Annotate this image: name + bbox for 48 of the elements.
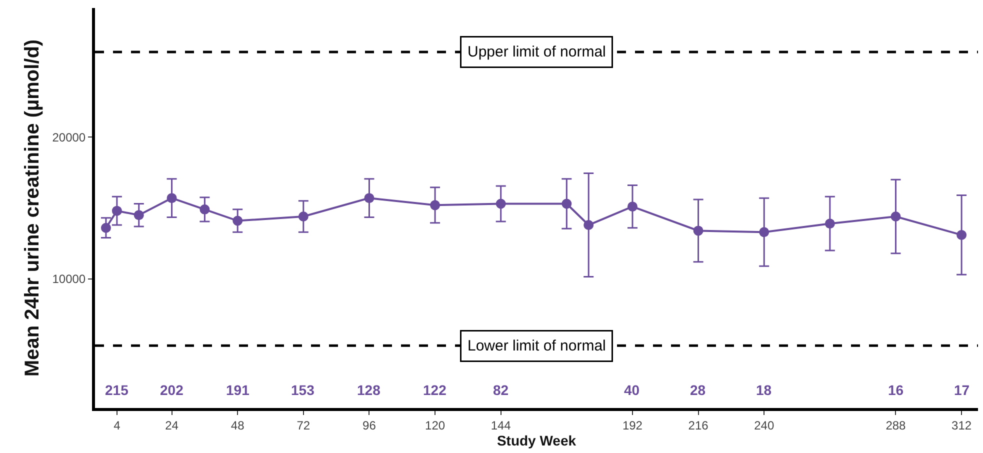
x-tick-label: 72 bbox=[296, 418, 310, 432]
point bbox=[100, 222, 111, 233]
point bbox=[956, 230, 967, 240]
point bbox=[584, 220, 594, 230]
point bbox=[627, 202, 638, 212]
annotation: 202 bbox=[160, 382, 184, 398]
x-tick-label: 240 bbox=[754, 418, 774, 432]
point bbox=[166, 193, 177, 204]
x-axis-title: Study Week bbox=[496, 432, 576, 448]
ref-line-label: Lower limit of normal bbox=[468, 338, 606, 354]
point bbox=[364, 193, 374, 204]
annotation: 16 bbox=[888, 382, 904, 398]
point bbox=[890, 212, 901, 222]
point bbox=[824, 218, 835, 229]
x-tick-label: 96 bbox=[362, 418, 376, 432]
annotation: 82 bbox=[493, 382, 509, 398]
point bbox=[112, 206, 122, 216]
point bbox=[759, 227, 770, 238]
y-axis-title: Mean 24hr urine creatinine (µmol/d) bbox=[22, 39, 44, 377]
annotation: 153 bbox=[291, 382, 315, 398]
x-tick-label: 48 bbox=[230, 418, 245, 432]
point bbox=[496, 198, 506, 209]
x-tick-label: 24 bbox=[165, 418, 179, 432]
annotation: 28 bbox=[690, 382, 706, 398]
point bbox=[200, 204, 210, 214]
annotation: 191 bbox=[226, 382, 250, 398]
annotation: 215 bbox=[105, 382, 129, 398]
x-tick-label: 312 bbox=[952, 418, 972, 432]
annotation: 40 bbox=[624, 382, 640, 398]
y-tick-label: 20000 bbox=[52, 130, 86, 144]
annotation: 122 bbox=[423, 382, 447, 398]
x-tick-label: 288 bbox=[886, 418, 906, 432]
annotation: 128 bbox=[357, 382, 381, 398]
annotation: 18 bbox=[756, 382, 772, 398]
x-tick-label: 192 bbox=[622, 418, 643, 432]
ref-line-label: Upper limit of normal bbox=[468, 44, 606, 60]
point bbox=[693, 226, 704, 236]
point bbox=[232, 216, 243, 226]
x-tick-label: 4 bbox=[114, 418, 121, 432]
x-tick-label: 144 bbox=[490, 418, 512, 432]
x-tick-label: 216 bbox=[688, 418, 709, 432]
point bbox=[430, 200, 440, 210]
point bbox=[562, 198, 572, 209]
point bbox=[134, 210, 144, 220]
point bbox=[298, 212, 308, 222]
x-tick-label: 120 bbox=[425, 418, 446, 432]
y-tick-label: 10000 bbox=[52, 272, 86, 286]
annotation: 17 bbox=[954, 382, 970, 398]
